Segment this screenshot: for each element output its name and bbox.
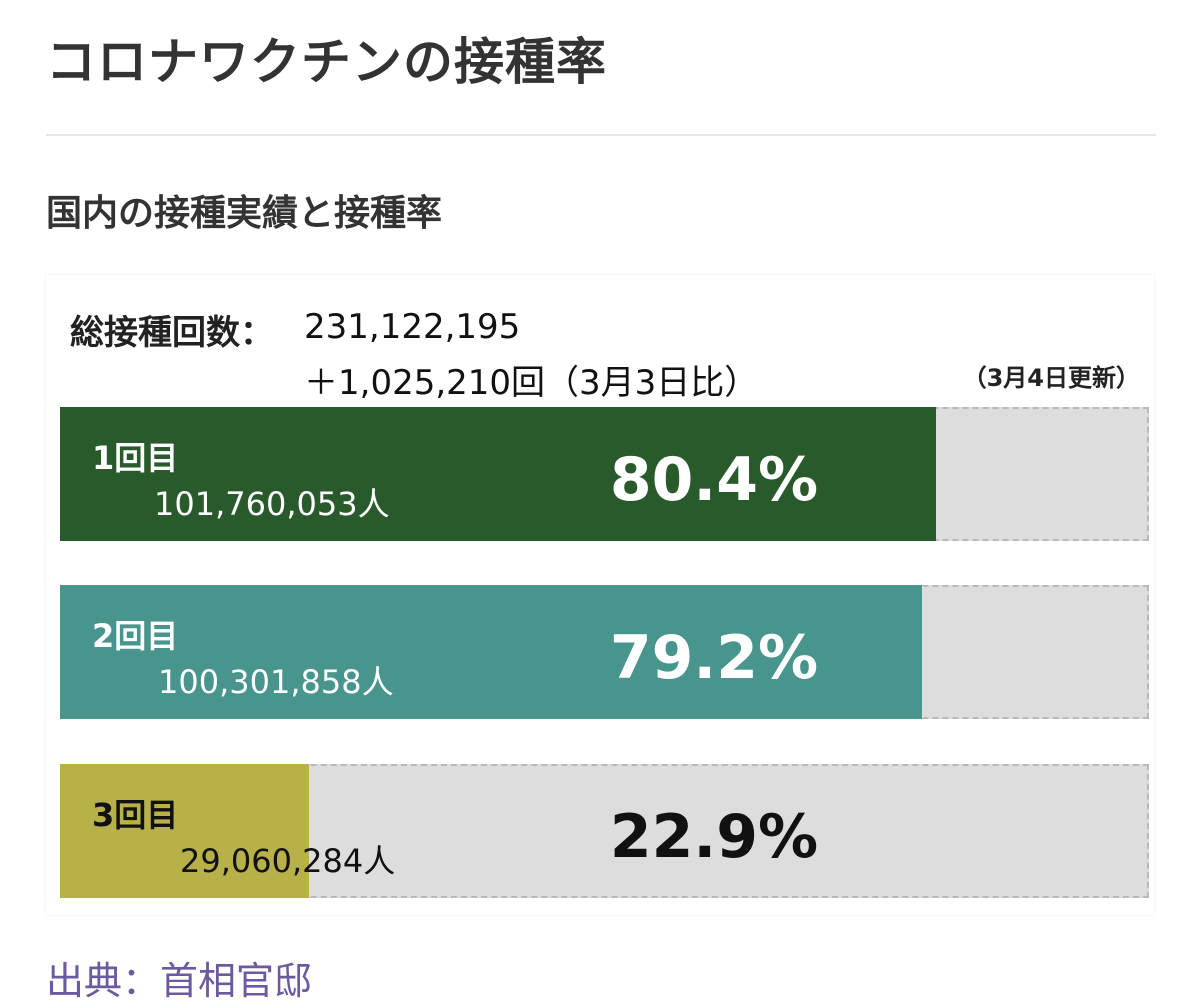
dose-label-3: 3回目 xyxy=(92,796,179,834)
total-doses-value: 231,122,195 xyxy=(304,307,521,347)
dose-count-1: 101,760,053人 xyxy=(154,485,390,523)
total-doses-label: 総接種回数： xyxy=(70,313,274,353)
dose-label-2: 2回目 xyxy=(92,617,179,655)
title-divider xyxy=(46,134,1156,136)
updated-date: （3月4日更新） xyxy=(962,364,1140,392)
source-link[interactable]: 出典：首相官邸 xyxy=(46,959,313,1003)
total-doses-diff: ＋1,025,210回（3月3日比） xyxy=(304,363,759,403)
bar-fill-dose-1 xyxy=(60,407,936,541)
bar-fill-dose-3 xyxy=(60,764,310,898)
page-title: コロナワクチンの接種率 xyxy=(46,33,607,91)
dose-label-1: 1回目 xyxy=(92,439,179,477)
section-title: 国内の接種実績と接種率 xyxy=(46,193,443,234)
bar-row-dose-2: 2回目 100,301,858人 79.2% xyxy=(60,585,1149,719)
dose-percent-1: 80.4% xyxy=(609,445,819,515)
bar-fill-dose-2 xyxy=(60,585,923,719)
bar-row-dose-3: 3回目 29,060,284人 22.9% xyxy=(60,764,1149,898)
dose-count-3: 29,060,284人 xyxy=(180,842,396,880)
vaccination-chart: 総接種回数： 231,122,195 ＋1,025,210回（3月3日比） （3… xyxy=(46,275,1154,915)
dose-count-2: 100,301,858人 xyxy=(158,663,394,701)
dose-percent-2: 79.2% xyxy=(609,623,819,693)
dose-percent-3: 22.9% xyxy=(609,802,819,872)
bar-row-dose-1: 1回目 101,760,053人 80.4% xyxy=(60,407,1149,541)
